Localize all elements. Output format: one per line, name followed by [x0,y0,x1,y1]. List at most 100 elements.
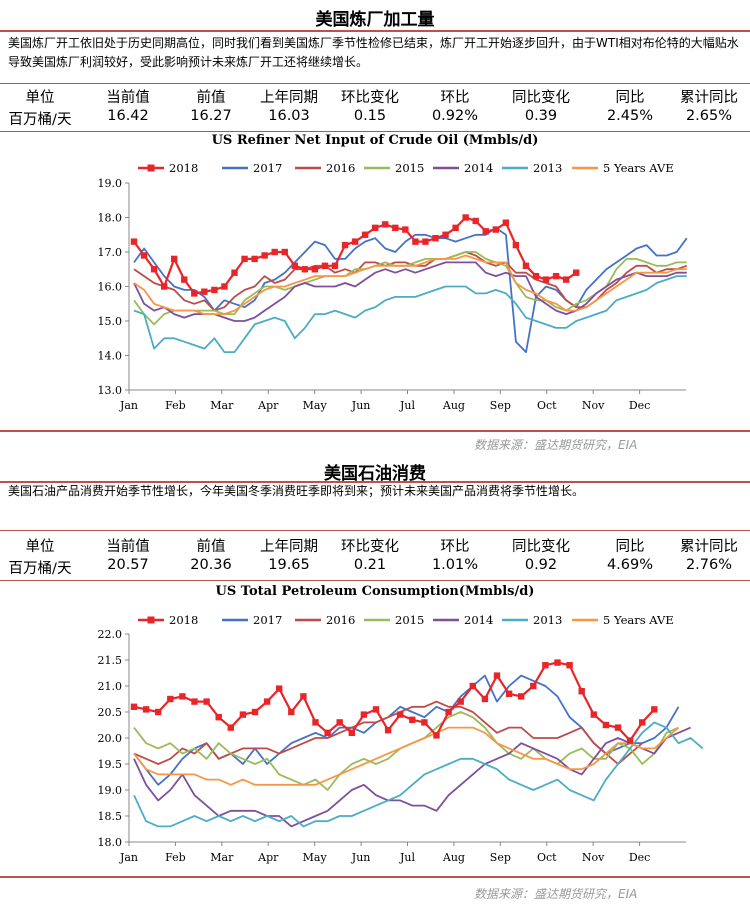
data-point-2018 [372,224,379,232]
data-point-2018 [512,241,520,249]
legend-label: 5 Years AVE [603,613,674,627]
data-point-2018 [590,711,597,718]
section1-source: 数据来源：盛达期货研究，EIA [474,438,638,452]
table-value-cell: 百万桶/天 [8,561,72,577]
section2-title: 美国石油消费 [324,464,426,484]
x-tick-label: Aug [442,399,465,412]
table-header-cell: 环比变化 [341,90,399,106]
table-header-row: 单位 当前值 前值 上年同期 环比变化 环比 同比变化 同比 累计同比 [0,533,750,555]
data-point-2018 [300,693,307,700]
divider [0,876,750,878]
chart2-title: US Total Petroleum Consumption(Mmbls/d) [215,584,535,599]
data-point-2018 [492,226,499,233]
section2-table: 单位 当前值 前值 上年同期 环比变化 环比 同比变化 同比 累计同比 百万桶/天 20.57 20… [0,533,750,577]
series-line-5-years-ave [133,726,680,786]
y-tick-label: 19.0 [98,784,123,797]
table-header-cell: 累计同比 [680,539,738,555]
data-point-2018 [288,708,295,716]
table-value-cell: 4.69% [606,557,654,573]
data-point-2018 [324,729,331,736]
data-point-2018 [382,221,389,228]
table-value-cell: 1.01% [431,557,479,573]
legend-label: 2018 [169,613,198,627]
data-point-2018 [130,703,138,710]
data-point-2018 [384,727,392,734]
x-tick-label: Jan [119,399,138,412]
table-header-cell: 上年同期 [260,539,318,555]
data-point-2018 [221,283,228,290]
legend-label: 2018 [169,161,198,175]
table-header-cell: 环比 [440,90,470,106]
x-tick-label: Mar [210,399,234,412]
data-point-2018 [442,231,449,238]
legend-label: 2015 [395,613,424,627]
data-point-2018 [452,224,459,232]
data-point-2018 [215,714,222,721]
data-point-2018 [532,272,540,280]
table-value-cell: 2.45% [606,108,654,124]
y-tick-label: 18.0 [98,212,123,225]
x-tick-label: May [303,399,328,412]
data-point-2018 [493,672,501,679]
data-point-2018 [227,724,234,731]
data-point-2018 [422,238,429,245]
series-line-2014 [133,261,687,322]
table-header-cell: 单位 [25,539,55,555]
y-tick-label: 16.0 [98,281,123,294]
data-point-2018 [276,685,283,692]
data-point-2018 [179,693,186,700]
data-point-2018 [201,288,208,295]
table-value-cell: 2.76% [685,557,733,573]
data-point-2018 [142,706,150,713]
data-point-2018 [462,214,469,221]
section1-description: 美国炼厂开工依旧处于历史同期高位，同时我们看到美国炼厂季节性检修已结束，炼厂开工… [8,36,739,69]
y-tick-label: 17.0 [98,246,123,259]
legend-label: 2013 [533,613,562,627]
data-point-2018 [311,266,319,273]
y-tick-label: 21.0 [98,680,123,693]
x-tick-label: Jun [351,399,371,412]
section1-title: 美国炼厂加工量 [315,10,435,30]
data-point-2018 [150,266,158,273]
x-tick-label: Jul [399,399,415,412]
table-header-cell: 单位 [25,90,55,106]
table-header-cell: 同比变化 [512,539,570,555]
table-header-cell: 前值 [196,90,226,106]
table-header-cell: 当前值 [106,539,150,555]
chart1-refiner-input: 19.0 18.0 17.0 16.0 15.0 14.0 13.0 Jan Feb Mar Apr… [98,161,688,412]
y-tick-label: 18.0 [98,836,123,849]
x-tick-label: Nov [582,399,605,412]
table-value-cell: 0.39 [524,108,558,124]
y-tick-label: 20.0 [98,732,123,745]
x-tick-label: Oct [537,851,557,864]
data-point-2018 [566,662,573,669]
data-point-2018 [639,719,646,726]
x-tick-label: Sep [490,851,511,864]
legend-label: 2013 [533,161,562,175]
series-line-2017 [133,674,680,786]
data-point-2018 [472,217,479,225]
data-point-2018 [469,682,476,690]
data-point-2018 [231,269,238,276]
data-point-2018 [348,729,355,736]
x-tick-label: May [303,851,328,864]
table-value-cell: 0.21 [353,557,387,573]
data-point-2018 [602,721,610,729]
data-point-2018 [482,228,489,235]
x-tick-label: Sep [490,399,511,412]
data-point-2018 [522,262,530,269]
table-value-cell: 百万桶/天 [8,112,72,128]
legend-label: 2017 [253,161,282,175]
series-line-2017 [133,227,688,354]
y-tick-label: 13.0 [98,384,123,397]
table-value-row: 百万桶/天 16.42 16.27 16.03 0.15 0.92% 0.39 2.45% 2.… [0,106,750,128]
chart2-petroleum-consumption: 22.0 21.5 21.0 20.5 20.0 19.5 19.0 18.5 18.0 Jan F… [98,613,704,864]
legend-label: 2014 [464,161,493,175]
series-line-5-years-ave [133,254,687,316]
table-value-cell: 16.03 [268,108,310,124]
data-point-2018 [171,255,178,263]
table-value-cell: 20.36 [190,557,232,573]
data-point-2018 [271,248,278,256]
legend-marker [147,616,155,624]
y-tick-label: 22.0 [98,628,123,641]
